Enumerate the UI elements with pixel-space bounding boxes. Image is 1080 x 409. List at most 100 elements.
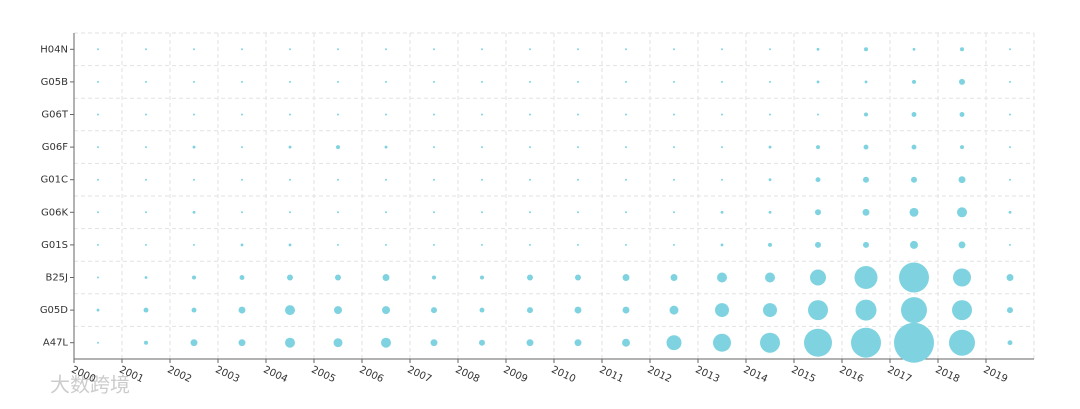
bubble: [625, 113, 627, 116]
bubble: [625, 211, 627, 214]
x-tick-label: 2003: [213, 364, 241, 385]
bubble: [241, 178, 243, 181]
bubble: [481, 211, 483, 214]
bubble: [238, 339, 246, 347]
bubble: [721, 48, 723, 51]
bubble: [816, 145, 820, 150]
bubble: [1009, 113, 1011, 116]
bubble: [769, 80, 771, 83]
y-tick-label: G06F: [42, 142, 68, 153]
bubble: [720, 210, 724, 214]
bubble: [385, 243, 387, 246]
bubble: [289, 113, 291, 116]
bubble: [625, 48, 627, 51]
x-tick-label: 2008: [453, 364, 481, 385]
bubble: [96, 308, 100, 312]
bubble: [481, 178, 483, 181]
bubble: [241, 113, 243, 116]
bubble: [622, 274, 630, 281]
bubble: [288, 243, 292, 247]
bubble: [1009, 243, 1011, 246]
bubble: [763, 303, 777, 318]
x-tick-label: 2019: [981, 364, 1009, 385]
bubble: [575, 274, 581, 281]
bubble: [433, 113, 435, 116]
bubble: [768, 178, 772, 182]
y-tick-label: B25J: [45, 273, 68, 284]
bubble: [808, 300, 828, 321]
bubble: [97, 341, 99, 344]
bubble: [382, 274, 390, 281]
bubble: [145, 211, 147, 214]
bubble: [673, 243, 675, 246]
x-tick-label: 2016: [837, 364, 865, 385]
bubble: [673, 146, 675, 149]
bubble: [768, 210, 772, 214]
bubble: [574, 306, 582, 314]
bubble: [574, 339, 582, 347]
bubble: [959, 78, 965, 85]
bubble: [894, 322, 934, 363]
bubble: [625, 146, 627, 149]
bubble: [862, 208, 870, 216]
bubble: [337, 80, 339, 83]
bubble: [529, 48, 531, 51]
bubble: [241, 211, 243, 214]
bubble: [577, 80, 579, 83]
bubble: [145, 146, 147, 149]
bubble: [481, 80, 483, 83]
bubble: [911, 144, 917, 150]
bubble: [713, 333, 731, 352]
bubble: [289, 48, 291, 51]
bubble: [239, 275, 245, 280]
bubble: [432, 275, 436, 280]
bubble: [193, 178, 195, 181]
bubble: [433, 178, 435, 181]
x-tick-label: 2009: [501, 364, 529, 385]
bubble: [433, 243, 435, 246]
bubble: [526, 339, 534, 347]
bubble: [479, 307, 485, 313]
bubble: [769, 48, 771, 51]
bubble: [144, 276, 148, 279]
x-tick-label: 2011: [597, 364, 625, 385]
bubble: [190, 339, 198, 347]
y-tick-label: G05D: [40, 305, 68, 316]
bubble: [238, 306, 246, 314]
bubble: [527, 274, 533, 281]
x-tick-label: 2012: [645, 364, 673, 385]
bubble: [529, 211, 531, 214]
bubble: [625, 178, 627, 181]
bubble: [529, 243, 531, 246]
bubble: [385, 48, 387, 51]
bubble: [145, 243, 147, 246]
y-tick-label: G06T: [41, 110, 68, 121]
bubble: [240, 243, 244, 247]
bubble: [145, 113, 147, 116]
y-tick-label: H04N: [40, 44, 68, 55]
bubble: [384, 145, 388, 149]
bubble: [529, 113, 531, 116]
y-tick-label: G05B: [41, 77, 68, 88]
x-tick-label: 2014: [741, 364, 769, 385]
bubble: [289, 211, 291, 214]
bubble: [768, 242, 772, 247]
bubble: [433, 48, 435, 51]
bubble: [577, 243, 579, 246]
bubble: [433, 146, 435, 149]
bubble: [192, 145, 196, 149]
bubble: [720, 243, 724, 247]
bubble: [527, 307, 533, 314]
x-tick-label: 2006: [357, 364, 385, 385]
bubble: [670, 274, 678, 281]
bubble: [721, 80, 723, 83]
bubble: [191, 307, 197, 313]
bubble: [289, 80, 291, 83]
bubble: [721, 178, 723, 181]
bubble: [336, 145, 340, 150]
bubble: [381, 337, 391, 348]
bubble: [673, 178, 675, 181]
bubble: [1009, 48, 1011, 51]
bubble: [721, 113, 723, 116]
bubble: [145, 178, 147, 181]
